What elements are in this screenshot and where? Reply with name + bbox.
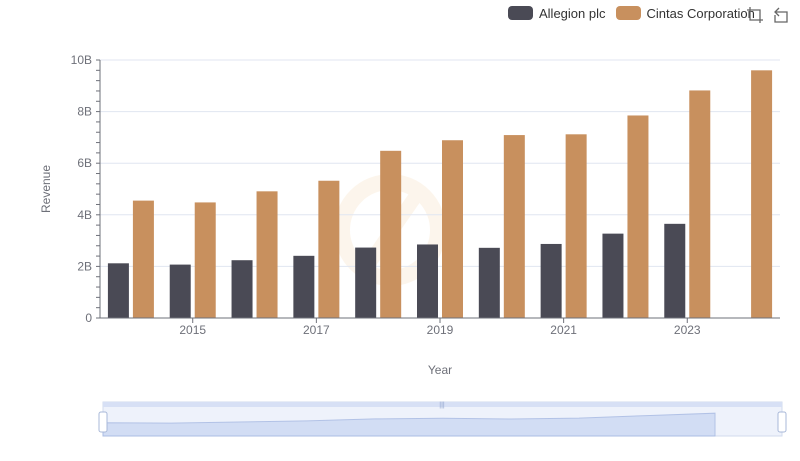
bar-cintas-corporation-2015[interactable] — [194, 202, 216, 318]
bar-cintas-corporation-2020[interactable] — [503, 135, 525, 318]
bar-allegion-plc-2020[interactable] — [478, 247, 500, 318]
legend-item-cintas[interactable]: Cintas Corporation — [615, 5, 755, 21]
legend-swatch-cintas — [615, 6, 641, 20]
x-tick-label: 2021 — [550, 323, 577, 337]
restore-icon[interactable] — [772, 6, 790, 24]
bar-allegion-plc-2014[interactable] — [107, 263, 129, 318]
bar-allegion-plc-2016[interactable] — [231, 260, 253, 318]
y-tick-label: 6B — [77, 156, 92, 170]
y-tick-label: 10B — [71, 53, 92, 67]
x-tick-label: 2019 — [427, 323, 454, 337]
legend-item-allegion[interactable]: Allegion plc — [508, 6, 606, 21]
slider-handle-left[interactable] — [98, 411, 108, 433]
y-tick-label: 2B — [77, 259, 92, 273]
bar-cintas-corporation-2017[interactable] — [318, 180, 340, 318]
x-tick-label: 2015 — [179, 323, 206, 337]
bar-allegion-plc-2021[interactable] — [540, 243, 562, 318]
slider-drag-mark[interactable]: ||| — [439, 402, 445, 409]
bar-allegion-plc-2017[interactable] — [293, 255, 315, 318]
bar-cintas-corporation-2022[interactable] — [627, 115, 649, 318]
y-tick-label: 4B — [77, 208, 92, 222]
legend-label-allegion: Allegion plc — [539, 5, 606, 21]
x-tick-label: 2023 — [674, 323, 701, 337]
legend-label-cintas: Cintas Corporation — [646, 5, 755, 21]
slider-top-bar[interactable] — [103, 402, 782, 407]
data-zoom-slider[interactable]: ||| — [98, 401, 787, 437]
zoom-icon[interactable] — [746, 6, 764, 24]
bar-allegion-plc-2019[interactable] — [417, 244, 438, 318]
x-tick-label: 2017 — [303, 323, 330, 337]
bar-cintas-corporation-2023[interactable] — [689, 90, 711, 318]
y-tick-label: 8B — [77, 105, 92, 119]
bar-cintas-corporation-2024[interactable] — [751, 70, 773, 318]
x-axis: 2015 2017 2019 2021 2023 — [100, 317, 780, 337]
bar-allegion-plc-2018[interactable] — [355, 247, 377, 318]
bars — [107, 70, 773, 318]
slider-handle-right[interactable] — [777, 411, 787, 433]
bar-cintas-corporation-2014[interactable] — [132, 200, 154, 318]
legend-swatch-allegion — [508, 6, 533, 20]
y-axis-title: Revenue — [39, 165, 53, 213]
bar-cintas-corporation-2016[interactable] — [256, 191, 278, 318]
legend: Allegion plc Cintas Corporation — [508, 4, 755, 22]
bar-cintas-corporation-2019[interactable] — [442, 140, 463, 318]
y-axis: 0 2B 4B 6B 8B 10B — [71, 53, 101, 325]
y-tick-label: 0 — [85, 311, 92, 325]
bar-allegion-plc-2015[interactable] — [169, 264, 191, 318]
bar-cintas-corporation-2018[interactable] — [380, 150, 402, 318]
bar-allegion-plc-2022[interactable] — [602, 233, 624, 318]
toolbox — [746, 6, 790, 24]
slider-preview-area — [102, 412, 716, 437]
bar-cintas-corporation-2021[interactable] — [565, 134, 587, 318]
x-axis-title: Year — [428, 363, 452, 377]
bar-allegion-plc-2023[interactable] — [664, 223, 686, 318]
